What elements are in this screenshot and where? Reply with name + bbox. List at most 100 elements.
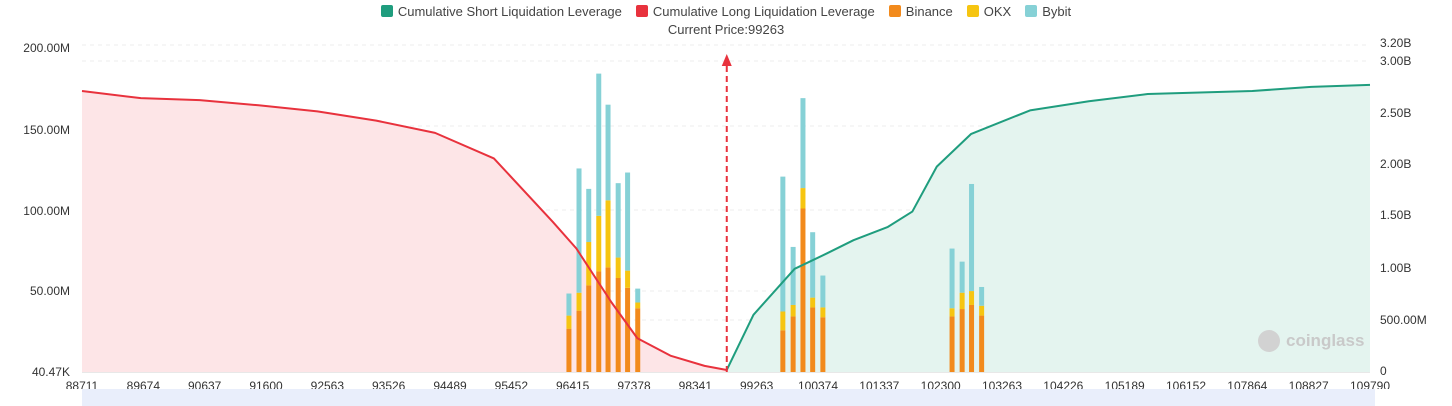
liquidation-chart: 200.00M 150.00M 100.00M 50.00M 40.47K 3.20B 3.… (23, 36, 1427, 389)
x-tick-label: 109790 (1350, 379, 1390, 389)
x-tick-label: 99263 (740, 379, 774, 389)
binance-bar (949, 316, 955, 372)
okx-bar (615, 257, 621, 278)
okx-bar (625, 270, 631, 288)
y-left-tick-label: 150.00M (23, 123, 70, 137)
y-left-tick-label: 40.47K (32, 365, 70, 379)
bybit-bar (949, 248, 955, 309)
binance-bar (979, 315, 985, 372)
okx-bar (820, 307, 826, 318)
x-tick-label: 97378 (617, 379, 651, 389)
bybit-bar (780, 176, 786, 312)
short-liquidation-line (725, 83, 1371, 371)
long-swatch-icon (635, 5, 648, 17)
current-price-label: Current Price:99263 (667, 22, 785, 37)
y-left-tick-label: 100.00M (23, 204, 70, 218)
x-tick-label: 108827 (1289, 379, 1329, 389)
bybit-bar (810, 232, 816, 298)
binance-bar (800, 208, 806, 372)
binance-bar (959, 309, 965, 372)
binance-bar (566, 328, 572, 372)
legend-label: Binance (905, 3, 953, 19)
binance-bar (586, 285, 592, 372)
binance-bar (615, 277, 621, 372)
okx-swatch-icon (966, 5, 979, 17)
binance-bar (625, 287, 631, 372)
legend-item-okx[interactable]: OKX (966, 3, 1012, 19)
watermark-text: coinglass (1286, 331, 1365, 350)
bybit-bar (800, 98, 806, 189)
x-tick-label: 95452 (495, 379, 529, 389)
bybit-bar (790, 246, 796, 305)
x-tick-label: 90637 (188, 379, 222, 389)
binance-bar (596, 271, 602, 372)
y-right-tick-label: 2.50B (1380, 106, 1411, 120)
bybit-bar (635, 288, 641, 303)
okx-bar (605, 200, 611, 268)
x-tick-label: 105189 (1105, 379, 1145, 389)
binance-bar (605, 267, 611, 372)
y-right-tick-label: 500.00M (1380, 313, 1427, 327)
bybit-bar (576, 168, 582, 293)
chart-zoom-scrollbar[interactable] (82, 389, 1375, 406)
okx-bar (810, 297, 816, 308)
long-liquidation-area (82, 90, 727, 372)
legend-item-long[interactable]: Cumulative Long Liquidation Leverage (635, 3, 875, 19)
x-tick-label: 103263 (982, 379, 1022, 389)
binance-bar (576, 310, 582, 372)
bybit-bar (959, 261, 965, 293)
binance-bar (790, 316, 796, 372)
bybit-bar (566, 293, 572, 316)
okx-bar (969, 291, 975, 305)
x-tick-label: 106152 (1166, 379, 1206, 389)
x-tick-label: 92563 (311, 379, 345, 389)
short-liquidation-area (726, 84, 1370, 373)
okx-bar (780, 311, 786, 331)
x-tick-label: 96415 (556, 379, 590, 389)
y-right-tick-label: 0 (1380, 364, 1387, 378)
y-right-tick-label: 2.00B (1380, 157, 1411, 171)
okx-bar (949, 308, 955, 317)
bybit-bar (820, 275, 826, 308)
y-left-tick-label: 200.00M (23, 41, 70, 55)
okx-bar (566, 315, 572, 329)
x-tick-label: 104226 (1043, 379, 1083, 389)
bybit-bar (615, 183, 621, 258)
legend-label: Bybit (1042, 3, 1072, 19)
watermark: coinglass (1258, 330, 1364, 352)
binance-swatch-icon (888, 5, 901, 17)
y-right-tick-label: 1.00B (1380, 261, 1411, 275)
legend-label: Cumulative Long Liquidation Leverage (652, 3, 875, 19)
okx-bar (586, 242, 592, 286)
legend-label: Cumulative Short Liquidation Leverage (397, 3, 622, 19)
binance-bar (780, 330, 786, 372)
okx-bar (635, 302, 641, 309)
x-tick-label: 94489 (433, 379, 467, 389)
okx-bar (790, 304, 796, 317)
legend-item-short[interactable]: Cumulative Short Liquidation Leverage (380, 3, 622, 19)
bybit-bar (586, 188, 592, 243)
y-right-tick-label: 3.00B (1380, 54, 1411, 68)
legend-label: OKX (983, 3, 1012, 19)
y-right-tick-label: 1.50B (1380, 208, 1411, 222)
binance-bar (820, 317, 826, 372)
legend-item-bybit[interactable]: Bybit (1025, 4, 1071, 19)
x-tick-label: 88711 (66, 379, 99, 389)
legend-item-binance[interactable]: Binance (888, 3, 953, 19)
bybit-bar (596, 73, 602, 216)
x-tick-label: 102300 (921, 379, 961, 389)
okx-bar (576, 292, 582, 311)
bybit-bar (979, 286, 985, 306)
okx-bar (800, 188, 806, 209)
x-tick-label: 100374 (798, 379, 838, 389)
binance-bar (635, 308, 641, 372)
bybit-swatch-icon (1025, 5, 1038, 17)
bybit-bar (605, 104, 611, 201)
long-liquidation-line (81, 89, 727, 371)
y-left-tick-label: 50.00M (30, 284, 70, 298)
short-swatch-icon (380, 5, 393, 17)
binance-bar (969, 304, 975, 372)
binance-bar (810, 307, 816, 372)
y-right-tick-label: 3.20B (1380, 36, 1411, 50)
x-tick-label: 93526 (372, 379, 406, 389)
